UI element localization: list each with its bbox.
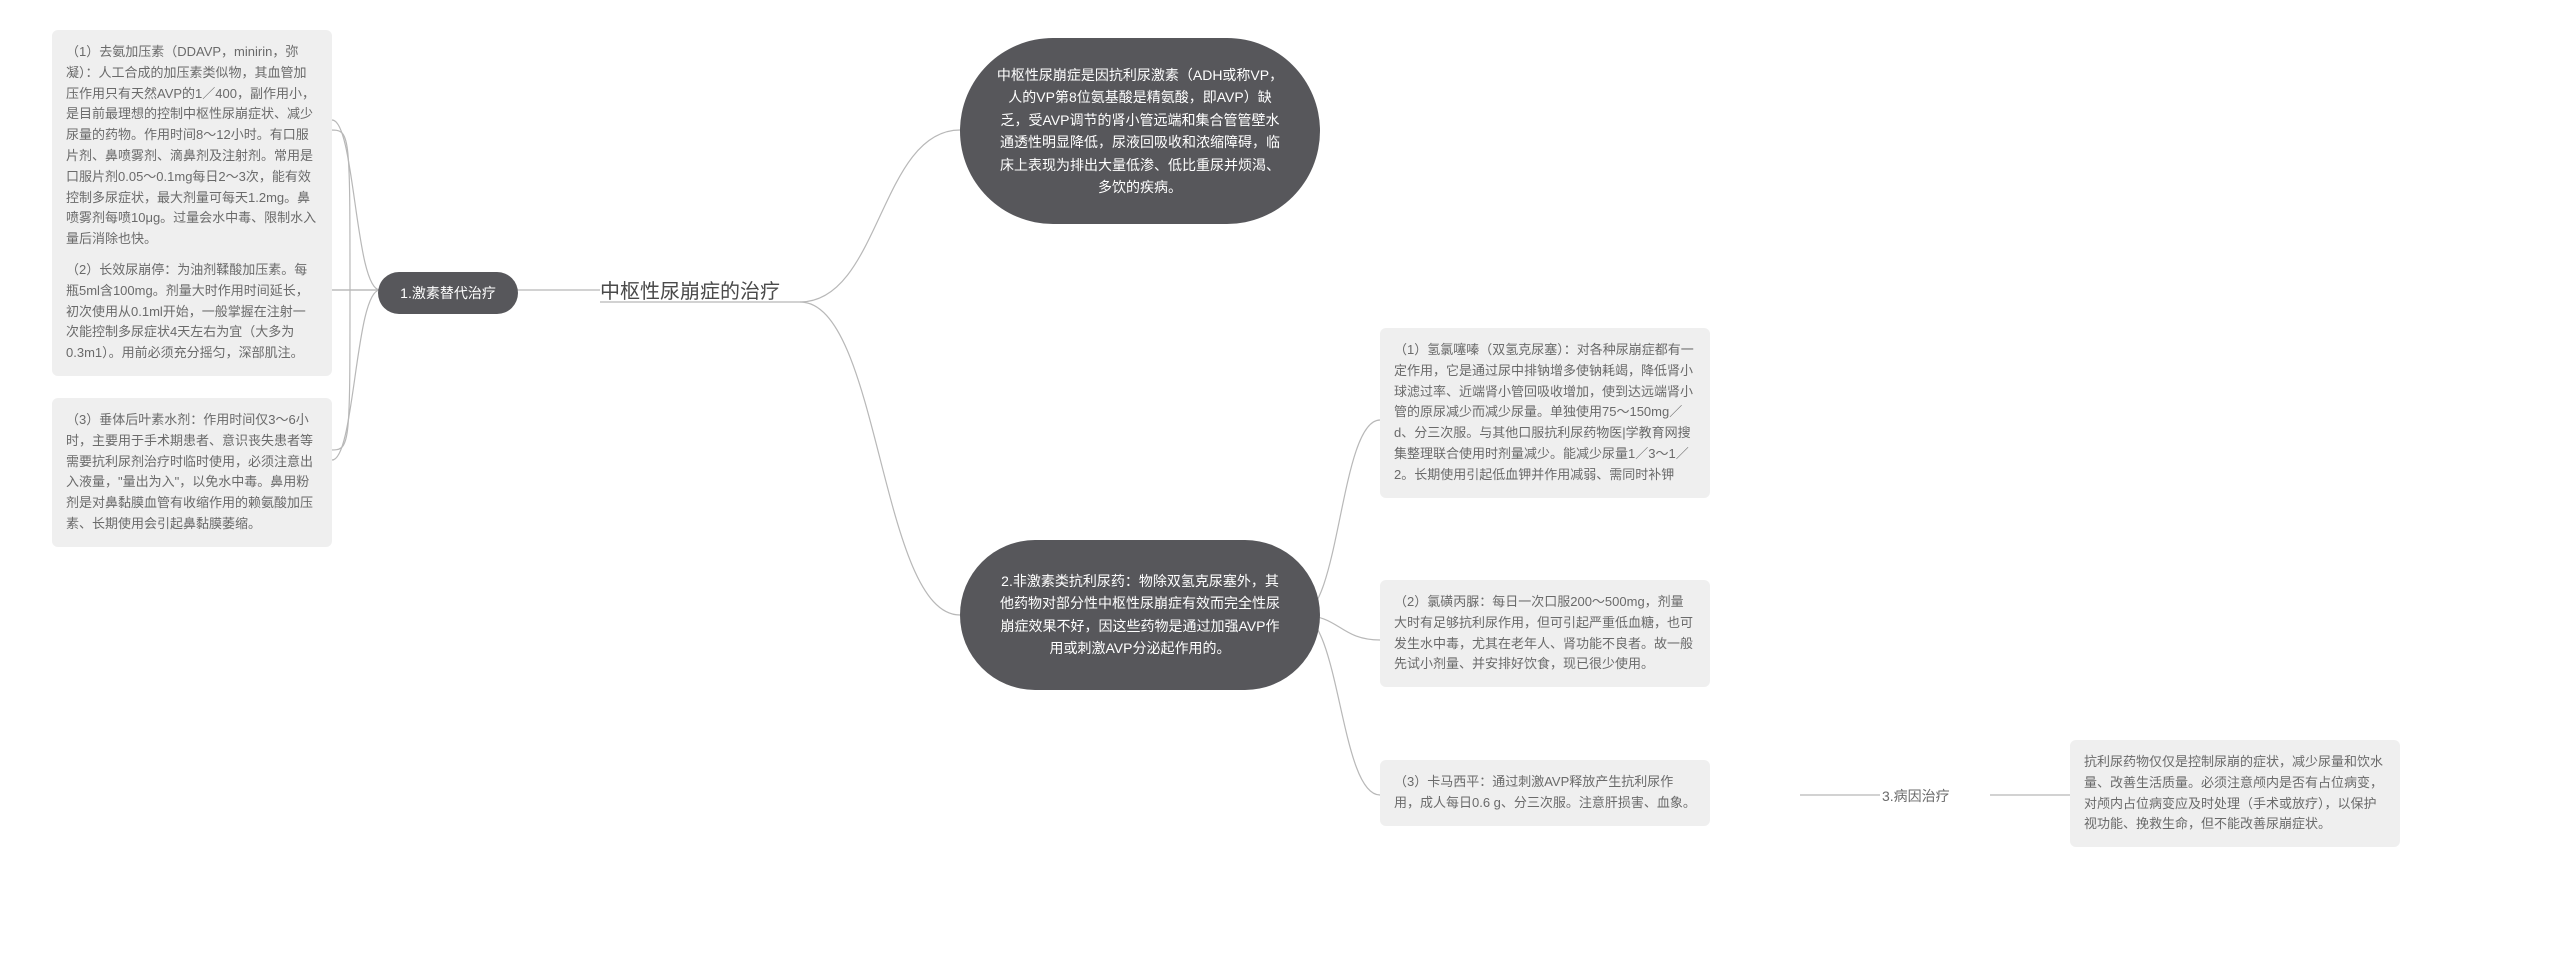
root-node[interactable]: 中枢性尿崩症的治疗 — [600, 276, 800, 308]
intro-bubble[interactable]: 中枢性尿崩症是因抗利尿激素（ADH或称VP，人的VP第8位氨基酸是精氨酸，即AV… — [960, 38, 1320, 224]
branch1-item-3[interactable]: （3）垂体后叶素水剂：作用时间仅3～6小时，主要用于手术期患者、意识丧失患者等需… — [52, 398, 332, 547]
mindmap-canvas: 中枢性尿崩症的治疗 中枢性尿崩症是因抗利尿激素（ADH或称VP，人的VP第8位氨… — [0, 0, 2560, 953]
branch3-label[interactable]: 3.病因治疗 — [1882, 785, 1992, 807]
branch1-item-2[interactable]: （2）长效尿崩停：为油剂鞣酸加压素。每瓶5ml含100mg。剂量大时作用时间延长… — [52, 248, 332, 376]
branch2-bubble[interactable]: 2.非激素类抗利尿药：物除双氢克尿塞外，其他药物对部分性中枢性尿崩症有效而完全性… — [960, 540, 1320, 690]
branch3-leaf[interactable]: 抗利尿药物仅仅是控制尿崩的症状，减少尿量和饮水量、改善生活质量。必须注意颅内是否… — [2070, 740, 2400, 847]
branch2-item-2[interactable]: （2）氯磺丙脲：每日一次口服200～500mg，剂量大时有足够抗利尿作用，但可引… — [1380, 580, 1710, 687]
branch1-item-1[interactable]: （1）去氨加压素（DDAVP，minirin，弥凝）：人工合成的加压素类似物，其… — [52, 30, 332, 262]
branch1-pill[interactable]: 1.激素替代治疗 — [378, 272, 518, 314]
branch2-item-3[interactable]: （3）卡马西平：通过刺激AVP释放产生抗利尿作用，成人每日0.6 g、分三次服。… — [1380, 760, 1710, 826]
branch2-item-1[interactable]: （1）氢氯噻嗪（双氢克尿塞）：对各种尿崩症都有一定作用，它是通过尿中排钠增多使钠… — [1380, 328, 1710, 498]
